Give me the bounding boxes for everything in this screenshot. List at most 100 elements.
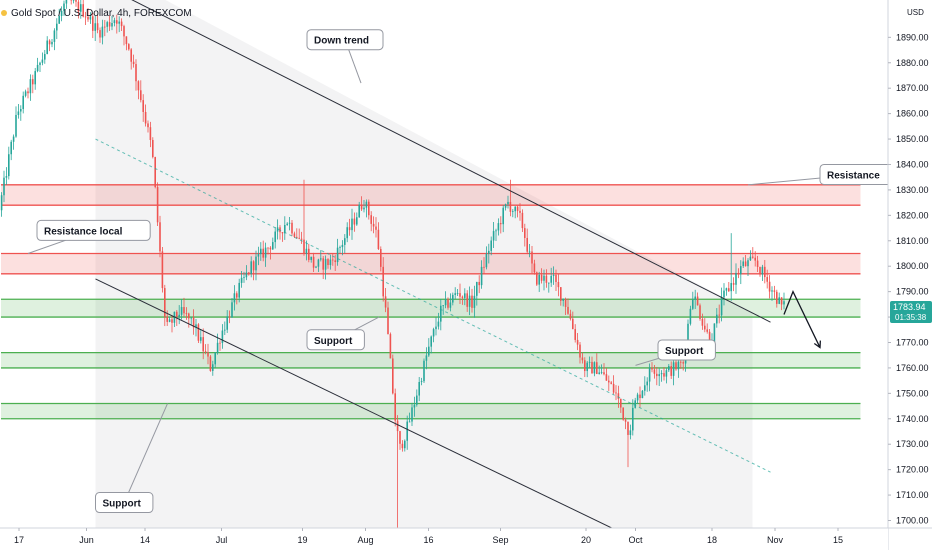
candle: [663, 367, 665, 381]
projection-path[interactable]: [783, 290, 821, 348]
candle: [48, 39, 51, 52]
candle: [555, 269, 557, 292]
candle: [351, 208, 353, 240]
symbol-logo-icon: [1, 10, 7, 16]
callout-down-trend[interactable]: Down trend: [306, 29, 384, 84]
candle: [668, 364, 670, 372]
support-zone[interactable]: [1, 298, 861, 318]
candle: [332, 253, 334, 266]
candle: [63, 0, 65, 16]
candle: [718, 304, 720, 324]
callout-resistance-local[interactable]: Resistance local: [27, 219, 151, 254]
candle-body: [348, 227, 351, 231]
candle-body: [248, 272, 250, 275]
candle-body: [152, 139, 154, 158]
candle-body: [224, 329, 226, 331]
candle-body: [176, 311, 178, 317]
candle-body: [720, 297, 723, 316]
candle: [476, 281, 478, 306]
candle: [516, 205, 519, 218]
candle-body: [356, 217, 358, 225]
candle-body: [536, 272, 538, 285]
candle: [586, 360, 588, 378]
callout-support-right[interactable]: Support: [635, 339, 716, 366]
callout-support-mid[interactable]: Support: [306, 316, 380, 351]
candle-body: [653, 369, 656, 374]
candle-body: [768, 281, 771, 292]
candle: [382, 257, 384, 302]
candle-body: [562, 298, 564, 301]
candle-body: [130, 49, 132, 62]
candle-body: [735, 272, 737, 285]
candle: [60, 6, 63, 22]
time-axis[interactable]: 17 Jun 14 Jul 19 Aug 16 Sep 20 Oct 18 Nov 15: [0, 527, 932, 550]
channel-lower-line[interactable]: [95, 278, 650, 547]
candle: [456, 288, 459, 297]
candle-body: [360, 204, 363, 210]
candle-body: [440, 305, 442, 322]
callout-box: [306, 29, 384, 51]
candle: [180, 299, 183, 320]
candle-body: [32, 79, 34, 85]
candle: [764, 259, 766, 284]
resistance-zone[interactable]: [1, 184, 861, 206]
candle: [761, 264, 764, 281]
candle: [533, 259, 536, 275]
candle: [341, 240, 344, 256]
callout-box: [36, 219, 151, 241]
callout-resistance[interactable]: Resistance: [747, 163, 897, 186]
candle-body: [538, 274, 540, 285]
y-tick-label: 1810.00: [896, 236, 929, 246]
candle: [440, 298, 442, 331]
candle: [190, 317, 192, 326]
channel-upper-line[interactable]: [96, 0, 771, 323]
candle: [99, 27, 101, 43]
candle: [171, 315, 173, 333]
candle-body: [58, 15, 60, 24]
candle: [706, 323, 708, 334]
candle: [692, 291, 694, 311]
candle: [495, 228, 497, 242]
candle: [226, 310, 228, 333]
candle-body: [665, 370, 668, 377]
candle-body: [137, 81, 140, 91]
x-tick-label: 17: [14, 535, 24, 545]
candle: [728, 282, 730, 293]
candle: [0, 192, 3, 217]
candle-body: [646, 381, 648, 386]
candle: [10, 139, 12, 161]
currency-label[interactable]: USD: [907, 8, 924, 17]
candle: [298, 228, 300, 240]
callout-label: Support: [665, 346, 704, 357]
candle-body: [243, 277, 245, 279]
candle: [548, 282, 550, 293]
candle-body: [708, 331, 711, 347]
candle-body: [555, 274, 557, 282]
candle: [344, 234, 346, 254]
callout-support-left[interactable]: Support: [95, 403, 168, 514]
candle-body: [598, 372, 600, 374]
candle: [353, 212, 356, 232]
candle-body: [612, 383, 615, 393]
candlesticks: [0, 0, 785, 550]
support-zone[interactable]: [1, 402, 861, 420]
candle-body: [377, 229, 380, 250]
candle: [579, 342, 581, 364]
candle: [384, 288, 387, 313]
price-axis[interactable]: 1700.00 1710.00 1720.00 1730.00 1740.00 1750.…: [887, 0, 932, 550]
candle-body: [12, 136, 15, 142]
candle: [497, 218, 500, 236]
candle: [471, 288, 473, 313]
candle: [413, 396, 416, 417]
candle-body: [452, 294, 454, 303]
candle: [106, 20, 108, 33]
candle-body: [0, 195, 3, 211]
candle-body: [149, 127, 152, 140]
candle: [3, 170, 5, 203]
candle: [730, 233, 732, 301]
candle: [740, 260, 742, 285]
x-tick-label: 19: [297, 535, 307, 545]
support-zone[interactable]: [1, 352, 861, 369]
candle: [257, 246, 260, 266]
